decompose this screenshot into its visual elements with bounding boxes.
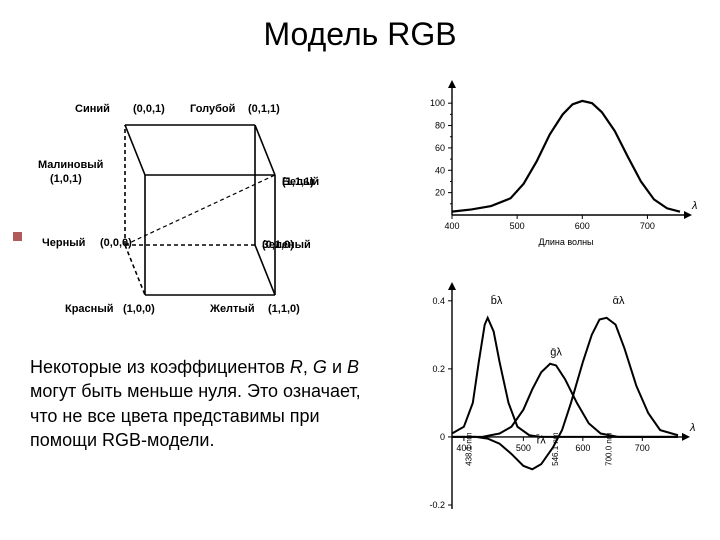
svg-text:(1,1,0): (1,1,0) xyxy=(268,303,300,315)
svg-text:600: 600 xyxy=(575,443,590,453)
svg-text:(1,1,1): (1,1,1) xyxy=(282,176,314,188)
spectrum-chart: 400 500 600 700 20 40 60 80 100 λ Длина волны xyxy=(410,80,700,250)
coef-g: G xyxy=(313,357,327,377)
svg-text:600: 600 xyxy=(575,221,590,231)
svg-text:(0,1,0): (0,1,0) xyxy=(262,239,294,251)
svg-text:400: 400 xyxy=(444,221,459,231)
svg-text:Желтый: Желтый xyxy=(209,303,255,315)
svg-text:(0,1,1): (0,1,1) xyxy=(248,103,280,115)
svg-text:Малиновый: Малиновый xyxy=(38,159,103,171)
svg-text:λ: λ xyxy=(689,422,695,434)
svg-text:500: 500 xyxy=(516,443,531,453)
svg-text:r̄λ: r̄λ xyxy=(536,434,546,447)
svg-text:40: 40 xyxy=(435,165,445,175)
svg-text:-0.2: -0.2 xyxy=(429,500,445,510)
svg-text:(0,0,0): (0,0,0) xyxy=(100,237,132,249)
svg-text:(1,0,1): (1,0,1) xyxy=(50,173,82,185)
svg-text:λ: λ xyxy=(691,200,697,212)
and: и xyxy=(327,357,347,377)
svg-text:Синий: Синий xyxy=(75,103,110,115)
svg-text:Красный: Красный xyxy=(65,303,113,315)
coef-b: B xyxy=(347,357,359,377)
svg-text:700: 700 xyxy=(635,443,650,453)
bullet-marker xyxy=(13,232,22,241)
svg-text:500: 500 xyxy=(510,221,525,231)
svg-text:0: 0 xyxy=(440,432,445,442)
svg-text:438.1 nm: 438.1 nm xyxy=(465,432,474,466)
svg-text:700.0 nm: 700.0 nm xyxy=(604,432,613,466)
svg-text:Черный: Черный xyxy=(42,237,85,249)
svg-text:ᾱλ: ᾱλ xyxy=(613,295,625,307)
text-post: могут быть меньше нуля. Это означает, чт… xyxy=(30,381,361,450)
svg-text:80: 80 xyxy=(435,121,445,131)
svg-text:0.2: 0.2 xyxy=(432,364,445,374)
body-paragraph: Некоторые из коэффициентов R, G и B могу… xyxy=(30,355,380,452)
svg-text:(0,0,1): (0,0,1) xyxy=(133,103,165,115)
svg-text:100: 100 xyxy=(430,98,445,108)
svg-text:ḡλ: ḡλ xyxy=(550,346,562,358)
svg-text:60: 60 xyxy=(435,143,445,153)
svg-text:20: 20 xyxy=(435,188,445,198)
svg-text:Длина волны: Длина волны xyxy=(538,237,593,247)
coef-r: R xyxy=(290,357,303,377)
svg-text:546.1 nm: 546.1 nm xyxy=(551,432,560,466)
svg-text:(1,0,0): (1,0,0) xyxy=(123,303,155,315)
rgb-cube-diagram: Черный(0,0,0)Красный(1,0,0)Зеленый(0,1,0… xyxy=(30,90,370,330)
comma: , xyxy=(303,357,313,377)
svg-text:Голубой: Голубой xyxy=(190,103,235,115)
cmf-chart: 400500600700-0.200.20.4b̄λḡλᾱλr̄λ438.1 n… xyxy=(410,280,700,520)
svg-text:0.4: 0.4 xyxy=(432,296,445,306)
svg-text:700: 700 xyxy=(640,221,655,231)
svg-text:b̄λ: b̄λ xyxy=(491,295,503,308)
page-title: Модель RGB xyxy=(0,16,720,53)
text-pre: Некоторые из коэффициентов xyxy=(30,357,290,377)
